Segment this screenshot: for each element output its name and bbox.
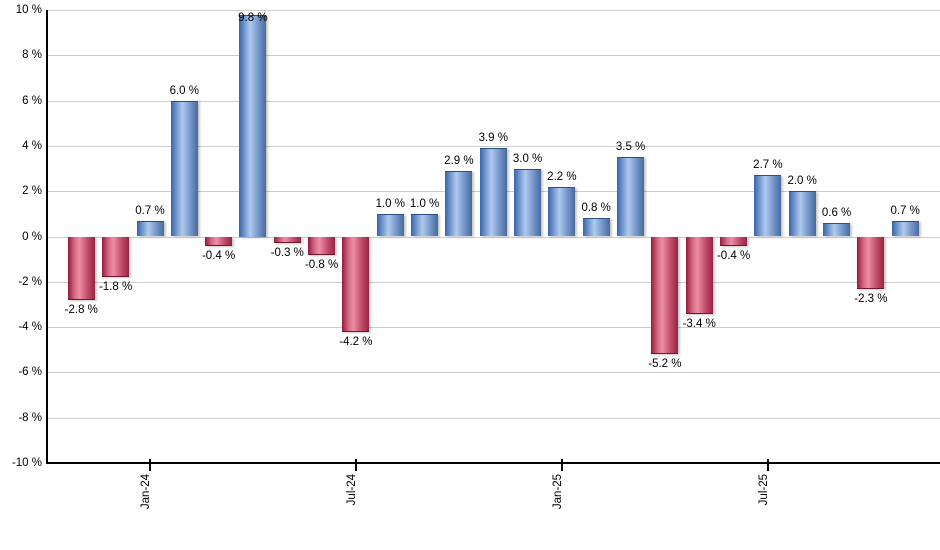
bar-value-label: 2.7 % xyxy=(753,159,783,172)
bar-negative xyxy=(342,236,370,332)
y-axis-tick-label: 8 % xyxy=(22,49,42,62)
bar-positive xyxy=(411,213,439,237)
x-axis-tick-label-text: Jan-24 xyxy=(140,474,152,510)
x-axis-tick xyxy=(354,459,357,471)
y-axis-line xyxy=(46,10,48,464)
gridline xyxy=(48,100,940,102)
x-axis-tick-label-text: Jan-25 xyxy=(551,474,564,510)
bar-value-label: 3.9 % xyxy=(478,132,508,145)
x-axis-tick xyxy=(766,459,769,471)
bar-positive xyxy=(788,191,816,237)
y-axis-tick-label: -6 % xyxy=(18,366,42,379)
bar-value-label: 9.8 % xyxy=(238,12,268,24)
bar-value-label: -2.3 % xyxy=(854,292,888,305)
gridline xyxy=(48,10,940,11)
y-axis-tick-label: 10 % xyxy=(15,4,42,16)
bar-negative xyxy=(102,236,130,278)
bar-positive xyxy=(479,148,507,237)
gridline xyxy=(48,327,940,329)
bar-positive xyxy=(823,222,851,237)
x-axis-tick xyxy=(560,459,563,471)
bar-positive xyxy=(376,213,404,237)
bar-positive xyxy=(582,218,610,237)
bar-negative xyxy=(308,236,336,255)
bar-value-label: 0.7 % xyxy=(890,204,920,217)
bar-value-label: -1.8 % xyxy=(98,281,133,294)
bar-negative xyxy=(205,236,233,246)
bar-value-label: -0.4 % xyxy=(201,249,236,262)
bar-value-label: 2.0 % xyxy=(787,175,817,188)
bar-value-label: 0.6 % xyxy=(821,206,852,219)
y-axis-tick-label: -4 % xyxy=(18,321,42,334)
bar-negative xyxy=(651,236,679,355)
x-axis-tick-label-text: Jul-25 xyxy=(757,474,770,506)
bar-value-label: 3.0 % xyxy=(512,152,543,165)
bar-positive xyxy=(617,157,645,237)
bar-positive xyxy=(445,170,473,237)
x-axis-tick xyxy=(149,459,151,471)
bar-value-label: 2.2 % xyxy=(547,170,577,183)
y-axis-tick-label: -10 % xyxy=(11,457,42,469)
bar-positive xyxy=(239,14,267,237)
bar-value-label: -4.2 % xyxy=(339,335,373,348)
bar-negative xyxy=(685,236,713,314)
bar-positive xyxy=(170,100,198,237)
bar-negative xyxy=(273,236,301,244)
gridline xyxy=(48,145,940,147)
bar-value-label: -5.2 % xyxy=(648,358,682,371)
gridline xyxy=(48,236,940,238)
bar-value-label: 0.7 % xyxy=(135,204,165,217)
bar-value-label: 2.9 % xyxy=(444,154,474,167)
bar-value-label: 1.0 % xyxy=(375,197,405,210)
bar-positive xyxy=(548,186,576,237)
bar-positive xyxy=(514,168,542,237)
y-axis-tick-label: 4 % xyxy=(22,139,42,152)
bar-positive xyxy=(136,220,164,237)
bar-value-label: 6.0 % xyxy=(169,84,199,97)
bar-value-label: -0.8 % xyxy=(304,258,339,271)
bar-positive xyxy=(891,220,919,237)
gridline xyxy=(48,372,940,374)
bar-value-label: -3.4 % xyxy=(682,317,716,330)
bar-value-label: -2.8 % xyxy=(64,303,98,316)
bar-value-label: -0.3 % xyxy=(270,247,304,260)
bar-value-label: 1.0 % xyxy=(409,197,440,210)
bar-negative xyxy=(857,236,885,289)
y-axis-tick-label: -2 % xyxy=(18,275,42,288)
y-axis-tick-label: 0 % xyxy=(22,230,42,243)
gridline xyxy=(48,55,940,57)
gridline xyxy=(48,281,940,283)
y-axis-tick-label: -8 % xyxy=(18,411,42,424)
y-axis-tick-label: 6 % xyxy=(22,94,42,107)
gridline xyxy=(48,417,940,419)
bar-positive xyxy=(754,175,782,237)
x-axis-tick-label-text: Jul-24 xyxy=(345,474,358,506)
x-axis-line xyxy=(46,462,940,464)
y-axis-tick-label: 2 % xyxy=(22,185,42,198)
bar-value-label: 3.5 % xyxy=(615,141,646,154)
bar-value-label: -0.4 % xyxy=(716,249,751,262)
bar-negative xyxy=(720,236,748,246)
bar-value-label: 0.8 % xyxy=(581,202,611,215)
bar-negative xyxy=(67,236,95,300)
